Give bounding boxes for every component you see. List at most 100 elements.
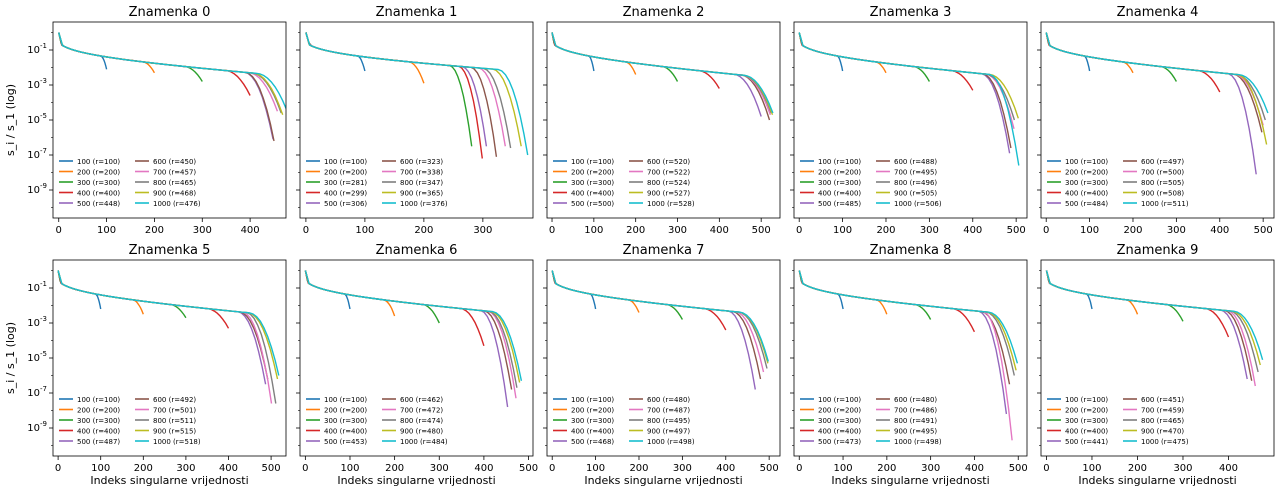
x-tick-label: 100 <box>834 463 853 474</box>
legend-entry: 200 (r=200) <box>818 169 861 177</box>
legend-entry: 300 (r=300) <box>818 417 861 425</box>
x-tick-label: 0 <box>1043 463 1049 474</box>
series-line-400 <box>1045 270 1230 338</box>
series-line-520 <box>551 32 771 121</box>
series-line-491 <box>798 270 1015 376</box>
series-line-480 <box>304 270 521 383</box>
legend-entry: 300 (r=300) <box>818 179 861 187</box>
series-lines <box>57 270 280 404</box>
series-line-376 <box>305 32 529 156</box>
series-line-485 <box>798 32 1011 154</box>
legend-entry: 500 (r=500) <box>571 200 614 208</box>
series-lines <box>58 32 286 142</box>
series-line-496 <box>798 32 1016 121</box>
chart-title: Znamenka 8 <box>870 243 952 258</box>
legend: 100 (r=100) 200 (r=200) 300 (r=300) 400 (r=… <box>800 396 942 446</box>
legend-entry: 200 (r=200) <box>571 407 614 415</box>
x-tick-label: 400 <box>219 463 238 474</box>
x-tick-label: 0 <box>55 463 61 474</box>
legend-entry: 200 (r=200) <box>818 407 861 415</box>
legend-entry: 800 (r=465) <box>1141 417 1184 425</box>
x-tick-label: 400 <box>716 463 735 474</box>
legend-entry: 700 (r=457) <box>153 169 196 177</box>
x-tick-label: 400 <box>710 225 729 236</box>
legend-entry: 300 (r=300) <box>324 417 367 425</box>
chart-title: Znamenka 2 <box>623 5 705 20</box>
series-line-528 <box>551 32 774 114</box>
legend: 100 (r=100) 200 (r=200) 300 (r=281) 400 (r=… <box>306 158 448 208</box>
series-line-365 <box>305 32 522 147</box>
series-line-400 <box>57 270 230 329</box>
legend-entry: 500 (r=485) <box>818 200 861 208</box>
series-line-487 <box>57 270 267 385</box>
legend-entry: 400 (r=400) <box>324 428 367 436</box>
series-line-498 <box>551 270 769 362</box>
legend: 100 (r=100) 200 (r=200) 300 (r=300) 400 (r=… <box>59 158 201 208</box>
legend-entry: 100 (r=100) <box>1065 158 1108 166</box>
series-line-200 <box>798 32 887 74</box>
legend-entry: 700 (r=459) <box>1141 407 1184 415</box>
legend-entry: 500 (r=441) <box>1065 438 1108 446</box>
legend-entry: 800 (r=511) <box>153 417 196 425</box>
chart-title: Znamenka 3 <box>870 5 952 20</box>
series-lines <box>1045 270 1264 387</box>
series-line-508 <box>1045 32 1268 145</box>
chart-panel-5: Znamenka 5 0 100 200 300 400 500 10-1 10-3 10-5 10… <box>4 243 287 487</box>
legend-entry: 900 (r=515) <box>153 428 196 436</box>
x-tick-label: 0 <box>56 225 62 236</box>
x-tick-label: 300 <box>1173 463 1192 474</box>
x-axis-label: Indeks singularne vrijednosti <box>584 474 742 487</box>
series-line-300 <box>1045 270 1184 322</box>
legend-entry: 1000 (r=498) <box>647 438 695 446</box>
series-line-486 <box>798 270 1013 441</box>
series-line-453 <box>304 270 509 408</box>
series-line-300 <box>798 32 931 82</box>
legend-entry: 200 (r=200) <box>1065 169 1108 177</box>
legend-entry: 400 (r=299) <box>324 190 367 198</box>
x-tick-label: 400 <box>963 225 982 236</box>
series-line-527 <box>551 32 774 116</box>
chart-title: Znamenka 4 <box>1117 5 1199 20</box>
legend-entry: 200 (r=200) <box>77 407 120 415</box>
series-line-300 <box>304 270 440 324</box>
legend-entry: 600 (r=451) <box>1141 396 1184 404</box>
series-line-100 <box>58 32 108 70</box>
x-tick-label: 0 <box>796 225 802 236</box>
series-line-506 <box>798 32 1020 166</box>
x-tick-label: 300 <box>430 463 449 474</box>
chart-title: Znamenka 6 <box>376 243 458 258</box>
x-tick-label: 400 <box>474 463 493 474</box>
series-lines <box>1045 32 1269 175</box>
legend-entry: 100 (r=100) <box>324 158 367 166</box>
legend-entry: 100 (r=100) <box>571 158 614 166</box>
chart-panel-1: Znamenka 1 0 100 200 300 100 (r=100) 200 (r=20… <box>296 5 534 236</box>
legend-entry: 500 (r=473) <box>818 438 861 446</box>
legend-entry: 200 (r=200) <box>1065 407 1108 415</box>
series-lines <box>798 32 1020 166</box>
x-tick-label: 500 <box>760 463 779 474</box>
series-line-400 <box>1045 32 1221 93</box>
x-tick-label: 100 <box>833 225 852 236</box>
y-tick-label: 10-9 <box>27 182 47 196</box>
series-line-470 <box>1045 270 1261 366</box>
series-line-511 <box>1045 32 1269 114</box>
series-line-518 <box>57 270 280 376</box>
x-tick-label: 0 <box>303 225 309 236</box>
series-line-451 <box>1045 270 1253 381</box>
legend-entry: 900 (r=527) <box>647 190 690 198</box>
x-tick-label: 400 <box>1210 225 1229 236</box>
x-tick-label: 0 <box>549 225 555 236</box>
x-tick-label: 200 <box>626 225 645 236</box>
y-axis-label: s_i / s_1 (log) <box>4 322 17 394</box>
series-line-462 <box>304 270 513 390</box>
series-line-450 <box>58 32 275 142</box>
legend-entry: 900 (r=470) <box>1141 428 1184 436</box>
series-lines <box>551 270 769 390</box>
chart-title: Znamenka 7 <box>623 243 705 258</box>
chart-panel-8: Znamenka 8 0 100 200 300 400 500 100 (r=100) 200… <box>790 243 1028 487</box>
series-line-472 <box>304 270 517 399</box>
legend-entry: 800 (r=495) <box>647 417 690 425</box>
legend-entry: 1000 (r=511) <box>1141 200 1189 208</box>
chart-panel-7: Znamenka 7 0 100 200 300 400 500 100 (r=100) 200… <box>543 243 781 487</box>
